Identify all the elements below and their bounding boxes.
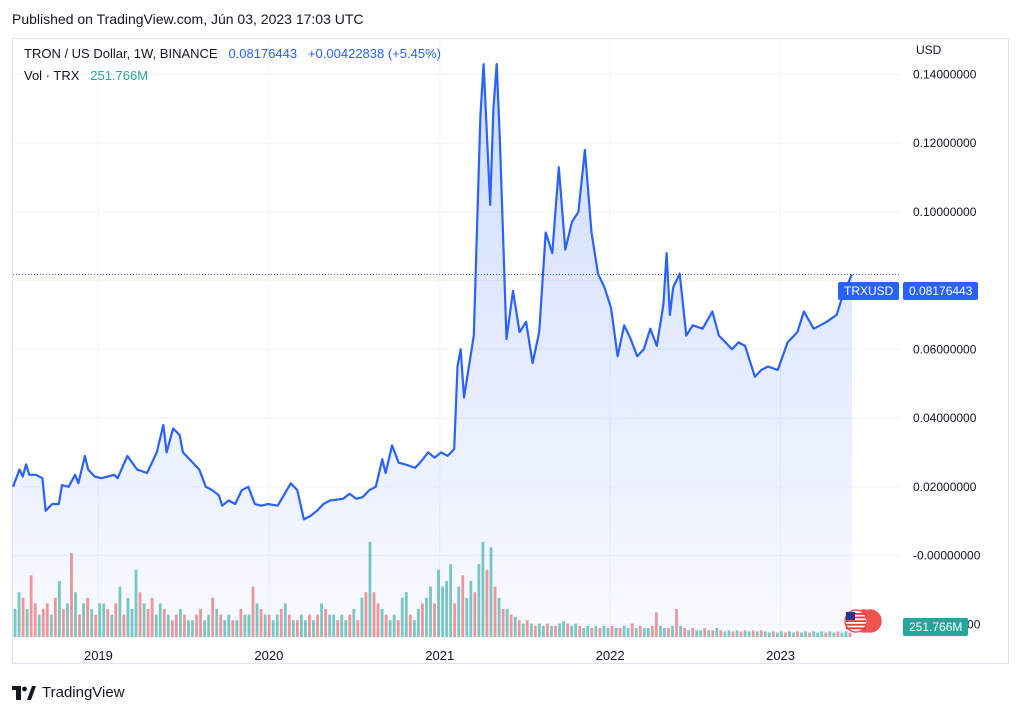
legend-title-row: TRON / US Dollar, 1W, BINANCE 0.08176443…	[24, 46, 441, 61]
y-tick-label: 0.14000000	[913, 67, 977, 81]
price-area-fill	[13, 64, 852, 639]
flag-stripe	[846, 613, 866, 615]
volume-value: 251.766M	[90, 68, 149, 83]
x-tick-label: 2022	[596, 648, 625, 663]
chart-frame	[12, 38, 1009, 664]
symbol-tag: TRXUSD	[838, 282, 900, 300]
brand-name: TradingView	[42, 684, 125, 701]
y-tick-label: 0.06000000	[913, 342, 977, 356]
x-tick-label: 2019	[84, 648, 113, 663]
symbol-title: TRON / US Dollar, 1W, BINANCE	[24, 46, 218, 61]
us-flag-icon	[844, 609, 882, 633]
y-tick-label: 0.10000000	[913, 205, 977, 219]
x-tick-label: 2020	[254, 648, 283, 663]
legend-price: 0.08176443	[228, 46, 298, 61]
x-tick-label: 2021	[425, 648, 454, 663]
y-tick-label: 0.02000000	[913, 480, 977, 494]
time-axis[interactable]: 2019 2020 2021 2022 2023	[84, 648, 795, 663]
y-tick-label: 0.12000000	[913, 136, 977, 150]
flag-stripe	[846, 627, 866, 630]
price-axis[interactable]: -0.02000000-0.000000000.020000000.040000…	[913, 67, 981, 631]
volume-label: Vol · TRX	[24, 68, 80, 83]
price-line	[11, 62, 854, 521]
y-tick-label: -0.00000000	[913, 549, 981, 563]
tradingview-logo[interactable]: TradingView	[12, 684, 125, 701]
flag-stripe	[846, 620, 866, 622]
flag-stripe	[846, 623, 866, 626]
y-tick-label: 0.04000000	[913, 411, 977, 425]
tradingview-logo-icon	[12, 685, 36, 700]
published-line: Published on TradingView.com, Jún 03, 20…	[12, 11, 364, 27]
flag-canton	[846, 612, 855, 620]
flag-stripe	[846, 616, 866, 619]
legend-volume-row: Vol · TRX 251.766M	[24, 68, 148, 83]
currency-label[interactable]: USD	[916, 43, 942, 57]
x-tick-label: 2023	[766, 648, 795, 663]
last-price-tag: 0.08176443	[903, 282, 979, 300]
legend-change: +0.00422838 (+5.45%)	[307, 46, 441, 61]
volume-tag: 251.766M	[903, 618, 969, 636]
